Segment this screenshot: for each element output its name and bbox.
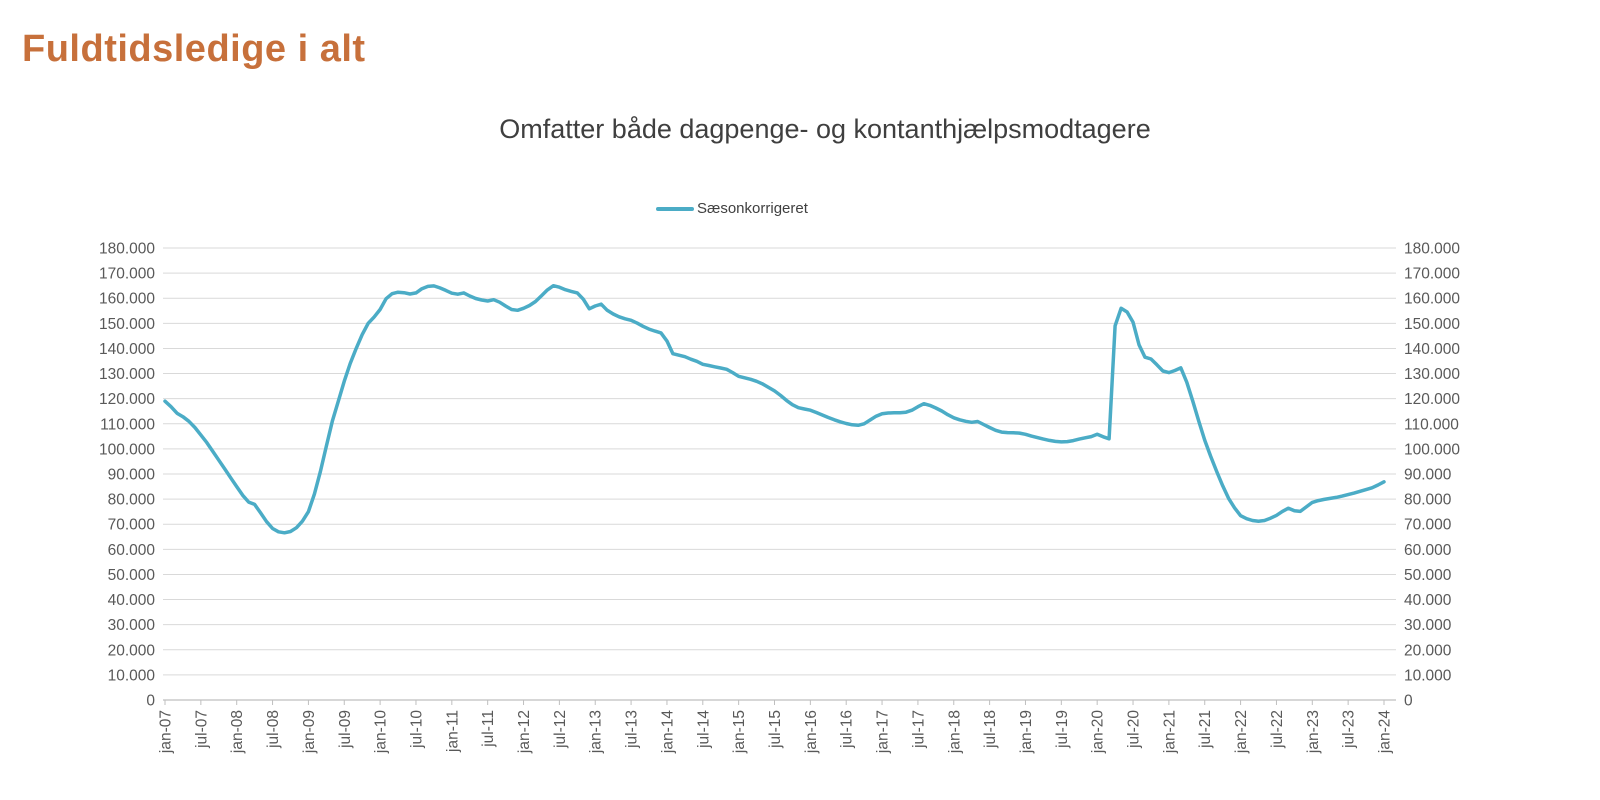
y-axis-label-left: 20.000 xyxy=(108,642,156,659)
y-axis-label-left: 10.000 xyxy=(108,667,156,684)
x-axis-label: jan-09 xyxy=(301,710,318,754)
chart-subtitle: Omfatter både dagpenge- og kontanthjælps… xyxy=(499,114,1151,144)
y-axis-label-right: 140.000 xyxy=(1404,341,1460,358)
y-axis-label-left: 160.000 xyxy=(99,291,155,308)
y-axis-label-left: 80.000 xyxy=(108,492,156,509)
y-axis-label-right: 80.000 xyxy=(1404,492,1452,509)
y-axis-label-right: 150.000 xyxy=(1404,316,1460,333)
y-axis-label-left: 180.000 xyxy=(99,241,155,258)
x-axis-label: jan-07 xyxy=(158,710,175,754)
x-axis-label: jul-16 xyxy=(839,710,856,749)
x-axis-label: jul-08 xyxy=(265,710,282,749)
y-axis-label-right: 60.000 xyxy=(1404,542,1452,559)
y-axis-label-right: 170.000 xyxy=(1404,266,1460,283)
x-axis-label: jul-09 xyxy=(337,710,354,749)
page-title: Fuldtidsledige i alt xyxy=(22,28,366,70)
x-axis-label: jan-14 xyxy=(659,710,676,754)
x-axis-label: jul-23 xyxy=(1341,710,1358,749)
x-axis-label: jan-19 xyxy=(1018,710,1035,754)
y-axis-label-left: 150.000 xyxy=(99,316,155,333)
x-axis-label: jan-16 xyxy=(803,710,820,754)
y-axis-label-right: 160.000 xyxy=(1404,291,1460,308)
y-axis-label-right: 120.000 xyxy=(1404,391,1460,408)
y-axis-label-left: 30.000 xyxy=(108,617,156,634)
y-axis-label-right: 50.000 xyxy=(1404,567,1452,584)
x-axis-label: jul-10 xyxy=(408,710,425,749)
y-axis-label-left: 140.000 xyxy=(99,341,155,358)
x-axis-label: jul-18 xyxy=(982,710,999,749)
x-axis-label: jan-20 xyxy=(1090,710,1107,754)
y-axis-label-left: 110.000 xyxy=(100,416,155,433)
y-axis-label-left: 170.000 xyxy=(99,266,155,283)
y-axis-label-right: 100.000 xyxy=(1404,441,1460,458)
y-axis-label-left: 60.000 xyxy=(108,542,156,559)
x-axis-label: jan-24 xyxy=(1377,710,1394,754)
y-axis-label-left: 50.000 xyxy=(108,567,156,584)
x-axis-label: jan-23 xyxy=(1305,710,1322,754)
y-axis-label-left: 40.000 xyxy=(108,592,156,609)
y-axis-label-right: 90.000 xyxy=(1404,467,1452,484)
x-axis-label: jan-22 xyxy=(1233,710,1250,754)
x-axis-label: jul-20 xyxy=(1126,710,1143,749)
legend-line-swatch xyxy=(656,206,694,211)
x-axis-label: jul-15 xyxy=(767,710,784,749)
x-axis-label: jul-07 xyxy=(193,710,210,749)
x-axis-label: jan-17 xyxy=(875,710,892,754)
chart-legend: Sæsonkorrigeret xyxy=(656,200,808,217)
y-axis-label-left: 70.000 xyxy=(108,517,156,534)
x-axis-label: jul-14 xyxy=(695,710,712,749)
y-axis-label-right: 10.000 xyxy=(1404,667,1452,684)
y-axis-label-right: 40.000 xyxy=(1404,592,1452,609)
x-axis-label: jan-15 xyxy=(731,710,748,754)
y-axis-label-right: 70.000 xyxy=(1404,517,1452,534)
y-axis-label-left: 120.000 xyxy=(99,391,155,408)
x-axis-label: jul-21 xyxy=(1197,710,1214,749)
x-axis-label: jan-13 xyxy=(588,710,605,754)
legend-label: Sæsonkorrigeret xyxy=(697,200,808,217)
x-axis-label: jul-19 xyxy=(1054,710,1071,749)
x-axis-label: jan-18 xyxy=(946,710,963,754)
x-axis-label: jan-10 xyxy=(373,710,390,754)
x-axis-label: jul-12 xyxy=(552,710,569,749)
y-axis-label-left: 130.000 xyxy=(99,366,155,383)
y-axis-label-right: 110.000 xyxy=(1404,416,1459,433)
y-axis-label-left: 0 xyxy=(146,693,155,710)
x-axis-label: jul-13 xyxy=(624,710,641,749)
y-axis-label-right: 180.000 xyxy=(1404,241,1460,258)
x-axis-label: jan-11 xyxy=(444,710,461,753)
y-axis-label-right: 30.000 xyxy=(1404,617,1452,634)
y-axis-label-right: 0 xyxy=(1404,693,1413,710)
x-axis-label: jul-11 xyxy=(480,710,497,748)
x-axis-label: jul-17 xyxy=(910,710,927,749)
y-axis-label-left: 90.000 xyxy=(108,467,156,484)
y-axis-label-left: 100.000 xyxy=(99,441,155,458)
x-axis-label: jan-08 xyxy=(229,710,246,754)
y-axis-label-right: 130.000 xyxy=(1404,366,1460,383)
x-axis-label: jul-22 xyxy=(1269,710,1286,749)
x-axis-label: jan-12 xyxy=(516,710,533,754)
x-axis-label: jan-21 xyxy=(1161,710,1178,754)
y-axis-label-right: 20.000 xyxy=(1404,642,1452,659)
series-line-saesonkorrigeret xyxy=(163,283,1386,535)
